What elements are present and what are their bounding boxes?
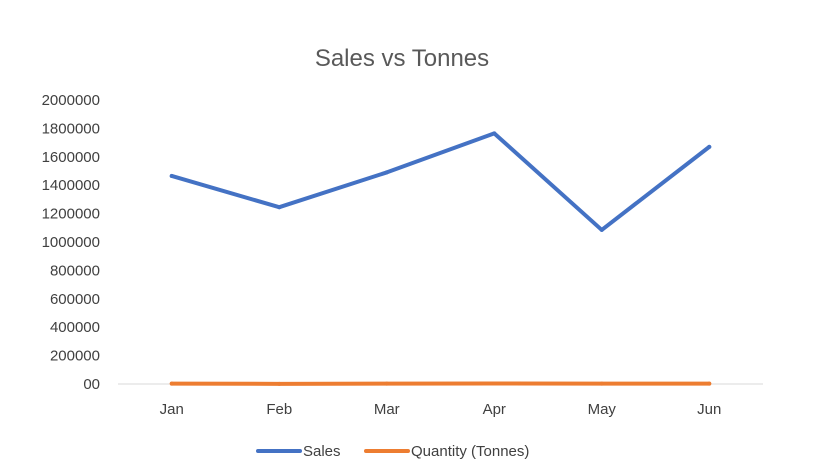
y-tick-label: 00 [83, 376, 100, 393]
legend-label-1: Quantity (Tonnes) [411, 443, 529, 460]
y-tick-label: 1600000 [42, 149, 100, 166]
y-tick-label: 1000000 [42, 234, 100, 251]
series-0-point [384, 170, 389, 175]
y-tick-label: 1800000 [42, 120, 100, 137]
series-0-point [277, 205, 282, 210]
series-0-point [169, 173, 174, 178]
series-0-point [707, 144, 712, 149]
series-0-point [492, 131, 497, 136]
y-axis-ticks: 00 200000 400000 600000 800000 1000000 1200000… [42, 92, 100, 393]
y-tick-label: 400000 [50, 319, 100, 336]
x-tick-label: Jun [697, 401, 721, 418]
x-tick-label: May [588, 401, 617, 418]
y-tick-label: 1400000 [42, 177, 100, 194]
y-tick-label: 1200000 [42, 206, 100, 223]
series-1-point [384, 381, 389, 386]
y-tick-label: 800000 [50, 262, 100, 279]
series-line-0 [169, 131, 712, 232]
x-tick-label: Jan [160, 401, 184, 418]
series-layer [169, 131, 712, 386]
series-1-point [492, 381, 497, 386]
series-1-point [599, 381, 604, 386]
series-1-point [707, 381, 712, 386]
y-tick-label: 2000000 [42, 92, 100, 109]
legend-label-0: Sales [303, 443, 341, 460]
series-0-point [599, 227, 604, 232]
legend: Sales Quantity (Tonnes) [256, 443, 529, 460]
chart-title: Sales vs Tonnes [315, 45, 489, 72]
y-tick-label: 200000 [50, 348, 100, 365]
series-1-point [277, 381, 282, 386]
x-tick-label: Apr [483, 401, 506, 418]
y-tick-label: 600000 [50, 291, 100, 308]
x-tick-label: Feb [266, 401, 292, 418]
x-axis-ticks: Jan Feb Mar Apr May Jun [160, 401, 722, 418]
x-tick-label: Mar [374, 401, 400, 418]
series-1-point [169, 381, 174, 386]
